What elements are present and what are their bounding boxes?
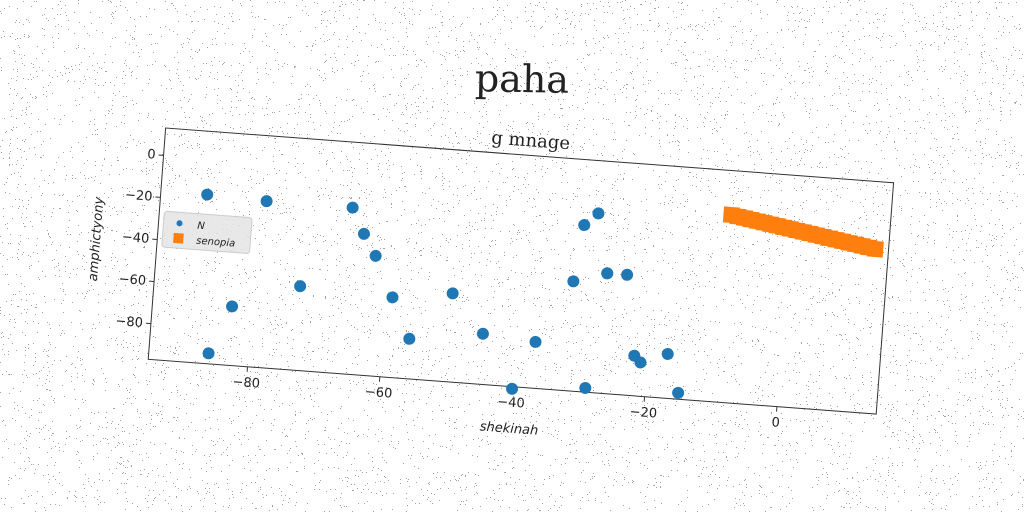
data-series xyxy=(201,188,884,399)
data-point xyxy=(634,356,647,369)
legend-label-n: N xyxy=(197,221,206,233)
data-point xyxy=(294,280,307,293)
data-point xyxy=(672,386,685,399)
data-point xyxy=(369,249,382,262)
data-point xyxy=(661,347,674,360)
y-tick-label: 0 xyxy=(147,147,156,163)
data-point xyxy=(567,275,580,288)
data-point xyxy=(386,291,399,304)
x-tick-label: 0 xyxy=(771,415,780,431)
y-tick-label: −60 xyxy=(118,272,146,289)
legend-marker-senopia xyxy=(173,232,184,244)
series-1 xyxy=(201,188,685,399)
data-point xyxy=(202,347,215,360)
x-axis-ticks: −80 −60 −40 −20 0 xyxy=(232,366,780,431)
x-tick-label: −20 xyxy=(629,405,657,422)
chart-title: g mnage xyxy=(491,127,571,154)
series-2 xyxy=(722,206,884,258)
legend: N senopia xyxy=(161,210,253,254)
x-tick-label: −40 xyxy=(497,395,525,412)
y-tick-label: −40 xyxy=(121,230,149,247)
y-tick-label: −20 xyxy=(124,188,152,205)
data-point xyxy=(476,327,489,340)
data-point xyxy=(579,381,592,394)
legend-box xyxy=(161,210,253,254)
data-point xyxy=(446,287,459,300)
y-axis-label: amphictyony xyxy=(86,196,107,282)
data-point xyxy=(260,195,273,208)
data-point xyxy=(866,240,884,258)
plot-area: g mnage shekinah amphictyony −80 −60 −40 −2… xyxy=(86,127,895,439)
data-point xyxy=(506,382,519,395)
data-point xyxy=(621,268,634,281)
data-point xyxy=(226,300,239,313)
data-point xyxy=(578,219,591,232)
x-tick-label: −60 xyxy=(364,385,392,402)
legend-marker-n xyxy=(176,220,183,227)
data-point xyxy=(529,335,542,348)
axes-frame xyxy=(147,127,895,415)
data-point xyxy=(601,267,614,280)
y-axis-ticks: 0 −20 −40 −60 −80 xyxy=(115,147,164,331)
legend-label-senopia: senopia xyxy=(196,236,236,250)
chart-suptitle: paha xyxy=(475,56,570,102)
y-tick-label: −80 xyxy=(115,314,143,331)
x-tick-label: −80 xyxy=(232,375,260,392)
data-point xyxy=(346,201,359,214)
data-point xyxy=(592,207,605,220)
x-axis-label: shekinah xyxy=(479,419,539,438)
data-point xyxy=(403,332,416,345)
data-point xyxy=(201,188,214,201)
data-point xyxy=(357,227,370,240)
